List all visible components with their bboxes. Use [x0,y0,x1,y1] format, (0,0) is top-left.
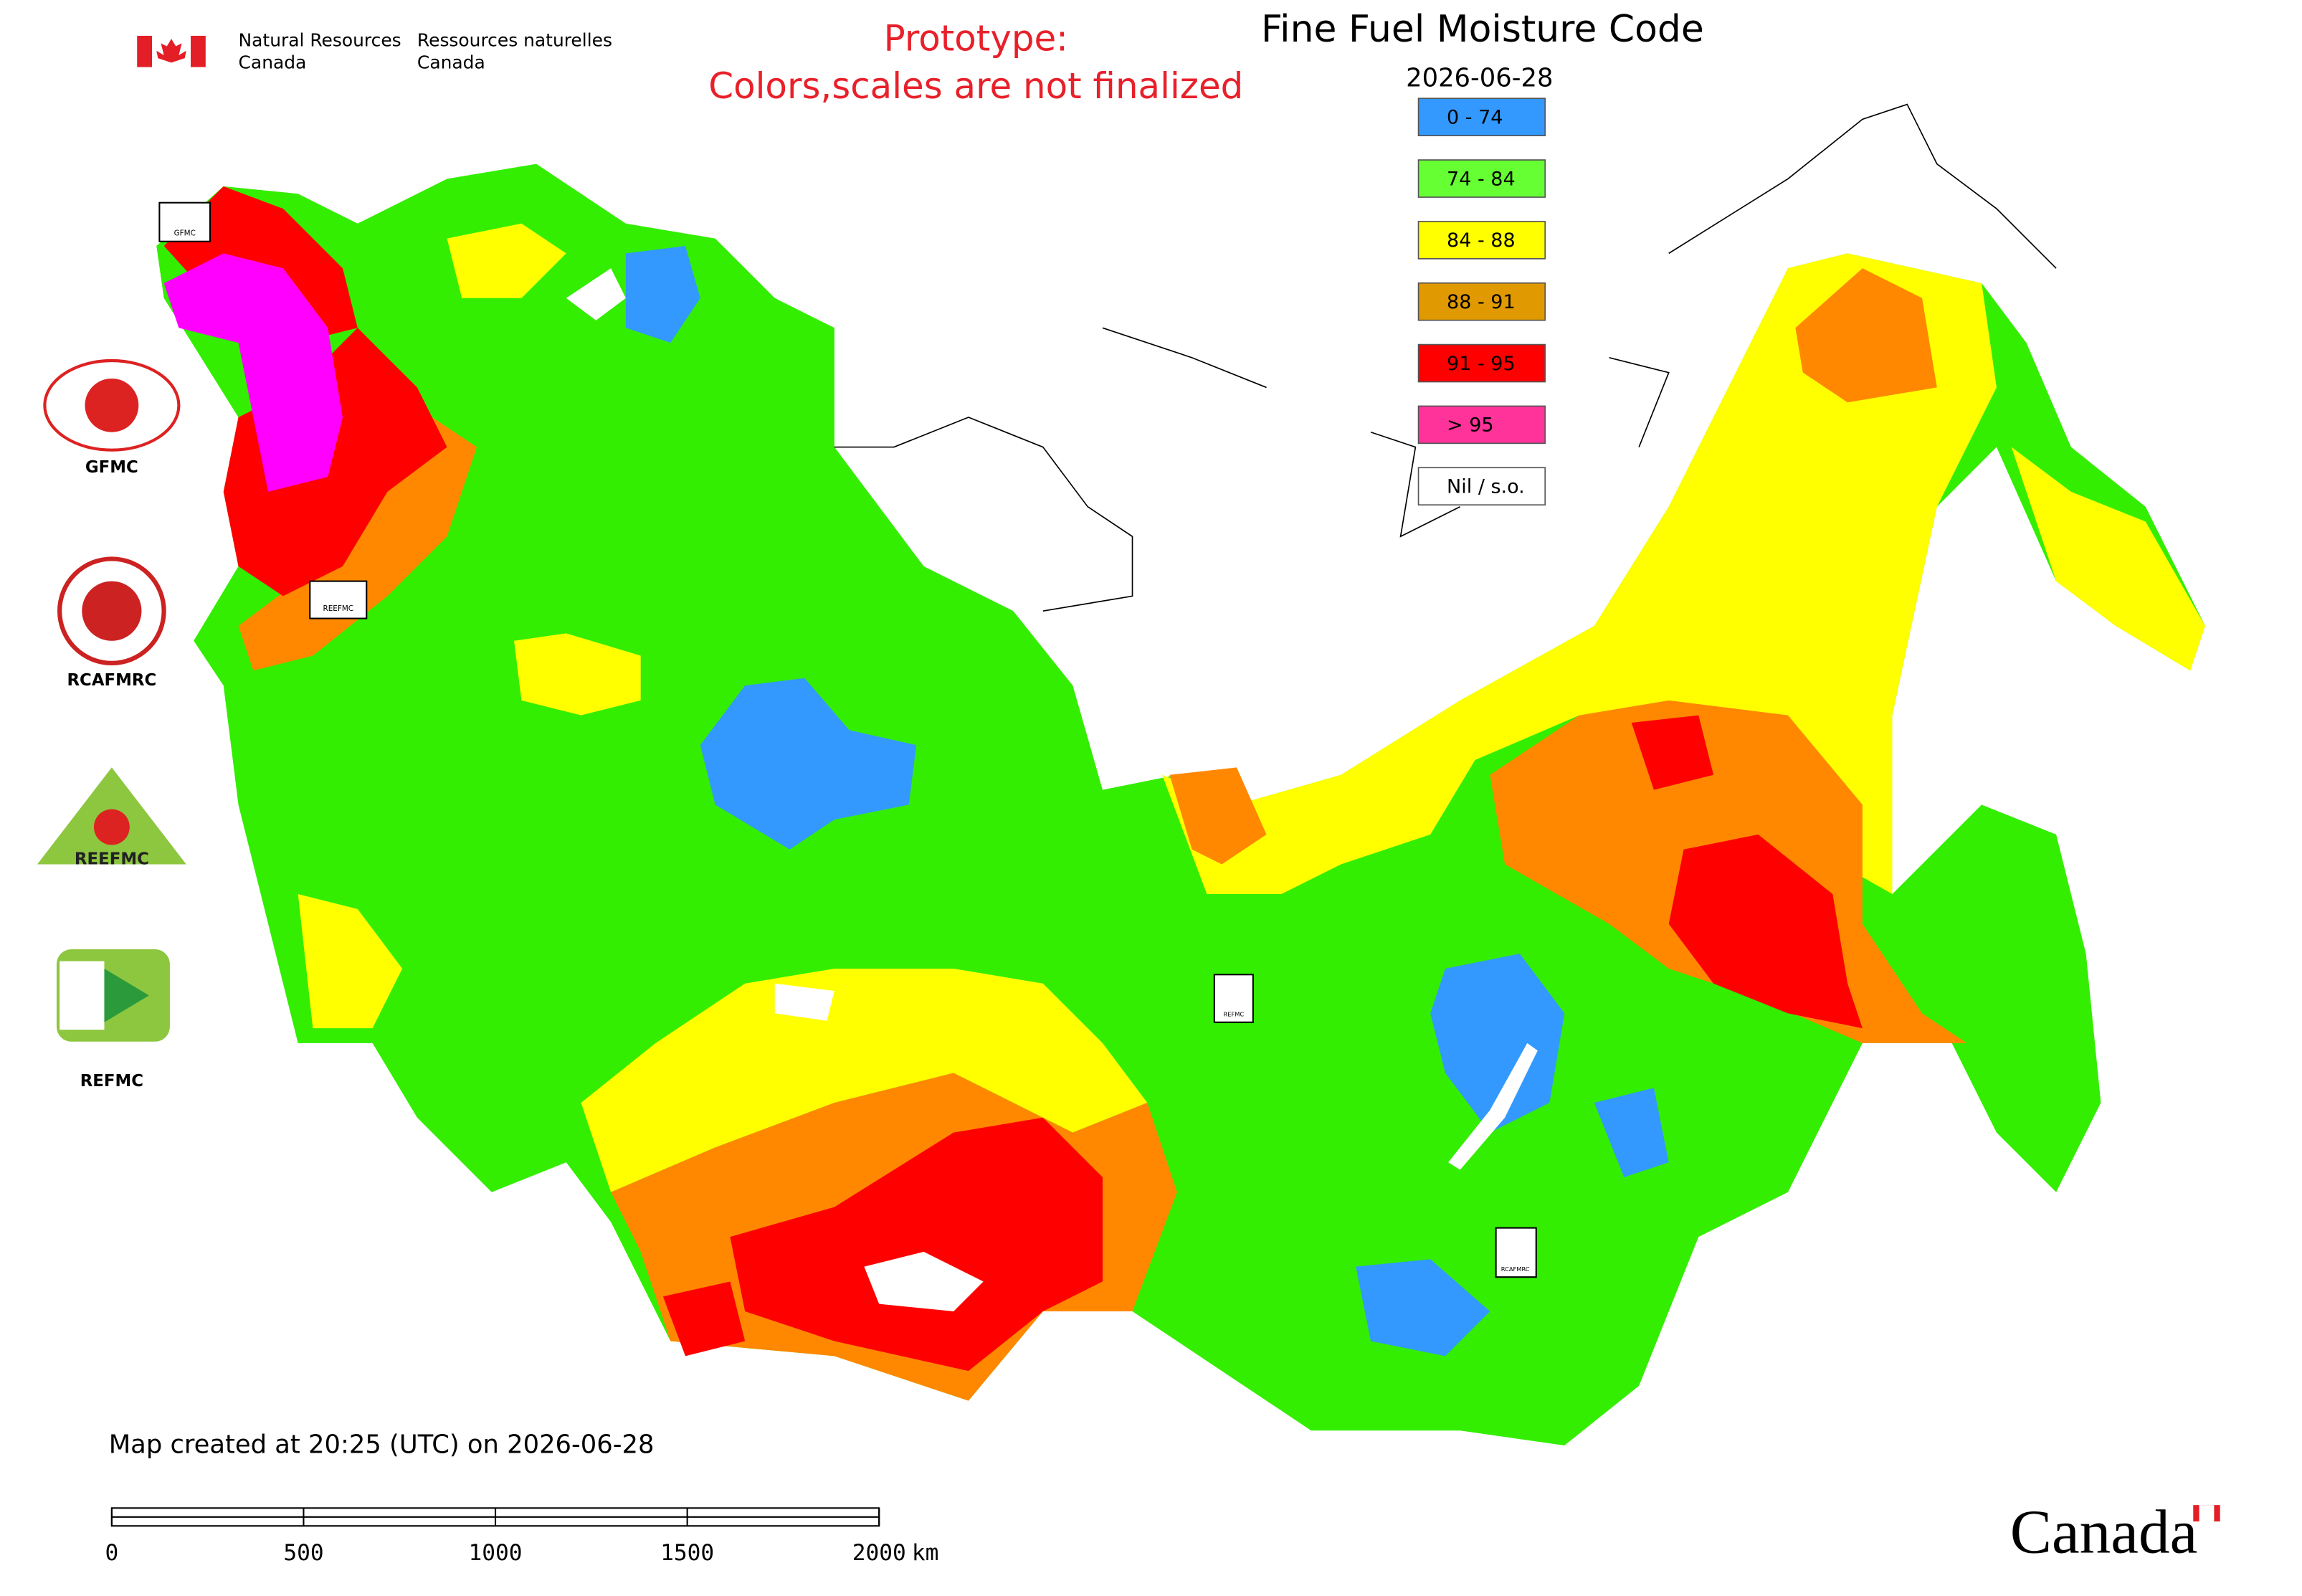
zone-84-88 [447,223,566,298]
notice: Prototype: [884,18,1068,60]
zone-91-95 [223,328,447,597]
legend-swatch [1417,221,1546,260]
created-note: Map created at 20:25 (UTC) on 2026-06-28 [109,1430,655,1459]
map-title: Fine Fuel Moisture Code [1261,8,1704,51]
scale-label: 2000 [852,1540,906,1566]
org-en: Natural Resources [239,29,401,50]
map-date: 2026-06-28 [1406,64,1553,93]
legend-label: 88 - 91 [1447,291,1516,313]
marker-box [158,201,211,242]
lake [1448,1042,1538,1170]
scale-unit: km [912,1540,939,1566]
coastline [834,103,2057,612]
legend-swatch [1417,467,1546,506]
legend-label: Nil / s.o. [1447,476,1525,498]
scale-bar: 0 500 1000 1500 2000 km [105,1507,939,1566]
canada-wordmark: Canada [2010,1497,2198,1567]
zone-88-91 [1169,767,1267,865]
scale-label: 1500 [660,1540,714,1566]
org-fr: Canada [417,52,485,73]
marker-box [309,580,368,619]
marker-label: REFMC [1223,1010,1244,1017]
gc-signature: Natural Resources Canada Ressources natu… [137,29,612,73]
marker-label: REEFMC [323,604,353,613]
org-fr: Ressources naturelles [417,29,612,50]
marker-box [1495,1227,1537,1278]
scale-label: 0 [105,1540,118,1566]
zone-84-88 [2011,447,2205,671]
zone-91-95 [730,1117,1103,1372]
logo-label: REFMC [80,1072,143,1091]
legend-label: 91 - 95 [1447,353,1516,375]
legend-label: > 95 [1447,414,1494,437]
zone-84-88 [298,894,403,1029]
legend-swatch [1417,282,1546,321]
logo-label: GFMC [85,458,138,477]
zone-88-91 [238,417,477,671]
zone-0-74 [1356,1259,1490,1357]
legend: 0 - 74 74 - 84 84 - 88 88 - 91 91 - 95 > 95 Ni… [1417,98,1546,506]
org-en: Canada [239,52,307,73]
marker-label: RCAFMRC [1501,1265,1530,1273]
legend-label: 74 - 84 [1447,168,1516,190]
zone-84-88 [514,633,641,716]
fuel-moisture-map [156,103,2205,1446]
zone-88-91 [1795,268,1937,403]
legend-swatch [1417,159,1546,198]
centre-markers: GFMC REEFMC REFMC RCAFMRC [158,201,1537,1278]
notice: Colors,scales are not finalized [708,65,1243,107]
zone-91-95 [662,1281,746,1357]
zone-over-95 [163,253,343,492]
partner-logos: GFMC RCAFMRC REEFMC REFMC [37,358,186,1091]
legend-label: 84 - 88 [1447,229,1516,252]
wordmark-flag [2199,1505,2215,1522]
scale-label: 500 [283,1540,323,1566]
legend-swatch [1417,405,1546,445]
zone-84-88 [581,968,1148,1192]
zone-91-95 [1631,715,1714,790]
zone-0-74 [625,245,700,343]
legend-label: 0 - 74 [1447,107,1503,129]
marker-label: GFMC [174,229,196,237]
zone-0-74 [1430,954,1565,1133]
zone-0-74 [1594,1088,1669,1177]
marker-box [1213,974,1254,1023]
legend-swatch [1417,98,1546,137]
zone-0-74 [700,678,917,850]
legend-swatch [1417,343,1546,383]
lake [566,268,626,320]
scale-label: 1000 [469,1540,523,1566]
lake [774,983,834,1021]
logo-label: REEFMC [75,850,149,868]
logo-label: RCAFMRC [67,671,156,690]
zone-91-95 [1668,834,1863,1029]
